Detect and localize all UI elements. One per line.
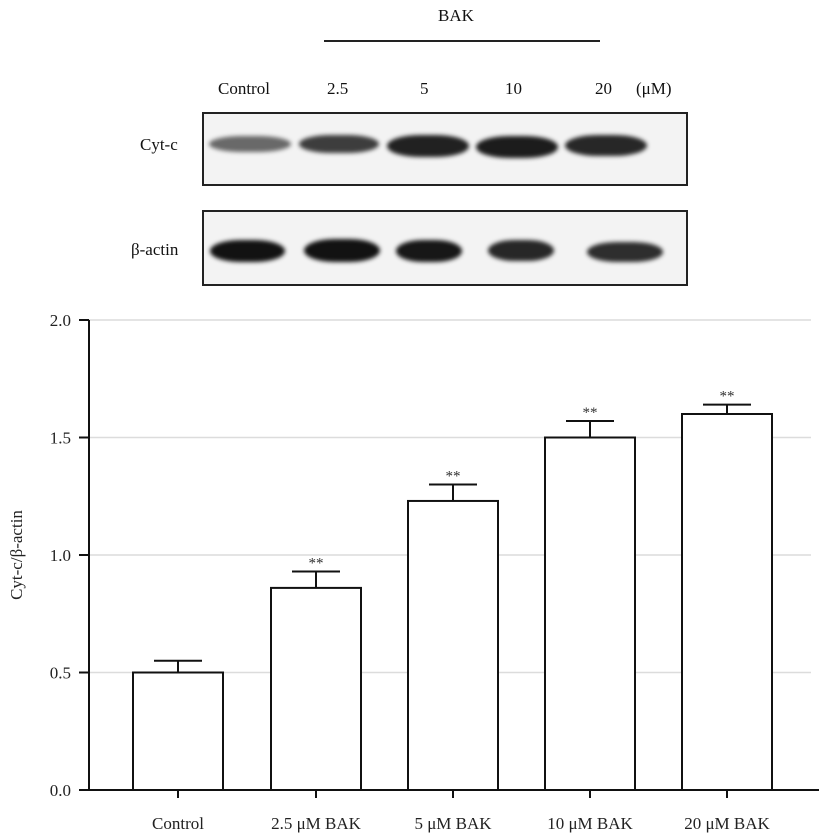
lane-label-2-5: 2.5 bbox=[327, 79, 349, 98]
significance-marker: ** bbox=[446, 469, 461, 485]
blot-panel-cyt-c bbox=[202, 112, 688, 186]
x-tick-label: Control bbox=[152, 814, 204, 833]
significance-marker: ** bbox=[583, 405, 598, 421]
y-tick-label: 1.0 bbox=[50, 546, 71, 565]
y-tick-label: 0.0 bbox=[50, 781, 71, 800]
y-axis-label: Cyt-c/β-actin bbox=[7, 510, 26, 600]
x-tick-label: 20 μM BAK bbox=[684, 814, 770, 833]
band bbox=[476, 136, 558, 158]
blot-panel-beta-actin bbox=[202, 210, 688, 286]
lane-label-20: 20 bbox=[595, 79, 612, 98]
band bbox=[396, 240, 462, 262]
bar bbox=[407, 499, 499, 791]
bar bbox=[544, 436, 636, 791]
band bbox=[304, 239, 380, 262]
band bbox=[387, 135, 469, 157]
x-tick-label: 2.5 μM BAK bbox=[271, 814, 362, 833]
lane-label-5: 5 bbox=[420, 79, 429, 98]
band bbox=[299, 135, 379, 153]
x-tick-label: 10 μM BAK bbox=[547, 814, 633, 833]
bar bbox=[270, 586, 362, 792]
bar bbox=[681, 413, 773, 791]
bar bbox=[132, 671, 224, 791]
y-tick-label: 1.5 bbox=[50, 429, 71, 448]
unit-label: (μM) bbox=[636, 79, 672, 98]
treatment-bracket-line bbox=[324, 40, 600, 42]
significance-marker: ** bbox=[720, 389, 735, 405]
x-tick-label: 5 μM BAK bbox=[414, 814, 492, 833]
blot-row-label-beta-actin: β-actin bbox=[131, 240, 179, 259]
treatment-label: BAK bbox=[438, 6, 474, 25]
band bbox=[587, 242, 663, 262]
band bbox=[488, 240, 554, 261]
band bbox=[210, 240, 285, 262]
band bbox=[209, 136, 291, 152]
y-tick-label: 0.5 bbox=[50, 664, 71, 683]
y-tick-label: 2.0 bbox=[50, 311, 71, 330]
band bbox=[565, 135, 647, 156]
significance-marker: ** bbox=[309, 555, 324, 571]
lane-label-10: 10 bbox=[505, 79, 522, 98]
blot-row-label-cyt-c: Cyt-c bbox=[140, 135, 178, 154]
lane-label-control: Control bbox=[218, 79, 270, 98]
